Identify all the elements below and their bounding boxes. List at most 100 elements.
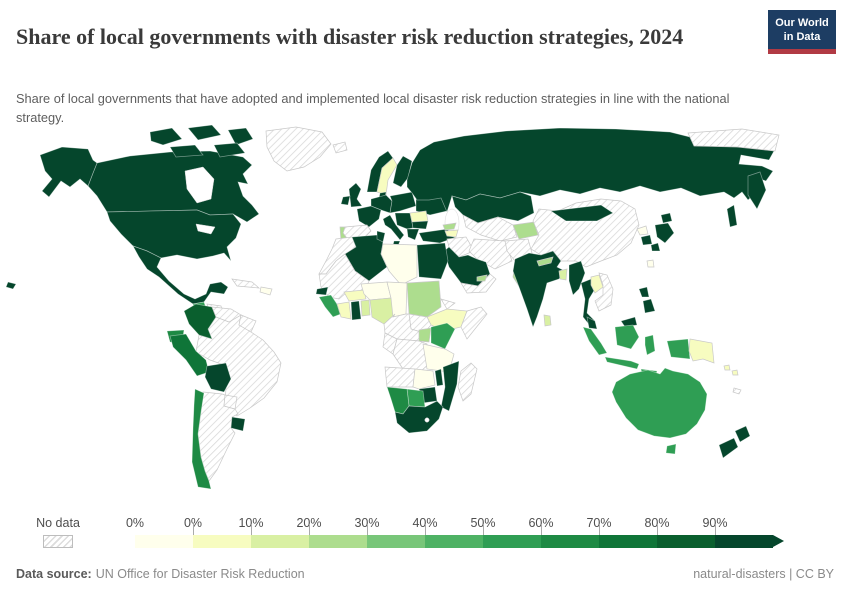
country-nepal[interactable] — [536, 256, 554, 267]
country-philippines-south[interactable] — [642, 298, 656, 314]
country-arctic-islands[interactable] — [687, 128, 780, 152]
country-kamchatka[interactable] — [747, 171, 767, 210]
country-russia[interactable] — [406, 127, 775, 214]
country-new-caledonia[interactable] — [732, 387, 742, 395]
country-mongolia[interactable] — [550, 204, 614, 222]
country-saudi-arabia[interactable] — [443, 246, 491, 287]
country-indonesia-java[interactable] — [604, 356, 640, 370]
country-canada-island[interactable] — [213, 142, 246, 158]
country-uganda[interactable] — [418, 327, 432, 343]
country-philippines[interactable] — [638, 286, 650, 298]
legend-bin[interactable] — [424, 524, 483, 548]
legend-bin[interactable] — [598, 524, 657, 548]
legend-bin[interactable] — [540, 524, 599, 548]
country-vietnam-cambodia[interactable] — [594, 272, 614, 312]
country-north-korea[interactable] — [636, 225, 649, 236]
country-solomon-islands-2[interactable] — [731, 369, 739, 376]
country-yemen-oman[interactable] — [460, 273, 497, 294]
country-japan-honshu[interactable] — [654, 222, 675, 244]
country-indonesia-sulawesi[interactable] — [644, 334, 656, 356]
country-colombia[interactable] — [183, 303, 217, 340]
country-armenia-azerbaijan[interactable] — [444, 229, 459, 238]
country-united-states[interactable] — [106, 209, 242, 262]
country-greenland[interactable] — [265, 126, 332, 172]
country-poland-baltics[interactable] — [389, 191, 417, 214]
country-indonesia-sumatra[interactable] — [582, 326, 608, 356]
country-canada-island[interactable] — [187, 125, 222, 141]
country-madagascar[interactable] — [457, 362, 478, 402]
country-japan-hokkaido[interactable] — [660, 212, 673, 224]
country-botswana[interactable] — [406, 388, 426, 408]
legend-bin[interactable] — [192, 524, 251, 548]
country-italy[interactable] — [382, 214, 405, 241]
country-malawi[interactable] — [434, 368, 444, 387]
country-united-kingdom[interactable] — [348, 182, 363, 208]
country-malaysia[interactable] — [586, 316, 598, 330]
legend-bin[interactable] — [714, 524, 773, 548]
country-papua-new-guinea[interactable] — [688, 338, 715, 364]
country-sudan[interactable] — [406, 280, 442, 318]
country-laos[interactable] — [590, 274, 604, 294]
legend-bin[interactable] — [135, 535, 193, 548]
country-venezuela[interactable] — [211, 306, 242, 323]
country-syria-iraq[interactable] — [446, 236, 475, 258]
country-cuba[interactable] — [231, 278, 261, 289]
country-bolivia[interactable] — [204, 362, 232, 393]
country-iceland[interactable] — [332, 141, 348, 154]
country-zambia[interactable] — [412, 368, 436, 390]
country-bangladesh[interactable] — [558, 268, 568, 281]
country-togo-benin[interactable] — [360, 299, 371, 317]
owid-logo[interactable]: Our World in Data — [768, 10, 836, 54]
country-romania[interactable] — [409, 210, 429, 223]
license-link[interactable]: natural-disasters | CC BY — [693, 567, 834, 581]
country-canada-island[interactable] — [169, 144, 204, 158]
country-solomon-islands[interactable] — [723, 364, 731, 371]
country-eritrea-djibouti[interactable] — [440, 298, 456, 310]
country-south-korea[interactable] — [640, 234, 653, 246]
country-france[interactable] — [356, 205, 382, 228]
country-sakhalin[interactable] — [726, 204, 738, 228]
country-australia[interactable] — [611, 367, 708, 439]
country-mozambique[interactable] — [440, 360, 460, 412]
country-bulgaria[interactable] — [411, 220, 429, 230]
country-japan-kyushu[interactable] — [650, 242, 661, 252]
country-georgia[interactable] — [442, 222, 457, 231]
country-new-zealand-south[interactable] — [718, 437, 739, 459]
country-malaysia-borneo[interactable] — [620, 316, 638, 328]
country-paraguay[interactable] — [223, 394, 238, 410]
country-cote-divoire[interactable] — [336, 301, 352, 320]
country-taiwan[interactable] — [646, 259, 655, 268]
country-uae[interactable] — [476, 274, 488, 282]
country-alaska[interactable] — [39, 146, 98, 198]
legend-bin[interactable] — [308, 524, 367, 548]
country-finland[interactable] — [392, 155, 413, 188]
legend-bin[interactable] — [250, 524, 309, 548]
country-tasmania[interactable] — [665, 443, 677, 455]
country-kyrgyzstan-tajikistan[interactable] — [512, 221, 539, 240]
country-burkina-faso[interactable] — [343, 289, 367, 302]
country-egypt[interactable] — [416, 242, 449, 280]
country-hawaii[interactable] — [5, 281, 17, 290]
country-kenya[interactable] — [430, 322, 456, 350]
country-india[interactable] — [512, 250, 566, 329]
country-myanmar[interactable] — [568, 260, 586, 296]
country-hispaniola[interactable] — [259, 286, 273, 296]
legend-bin[interactable] — [482, 524, 541, 548]
country-canada-island[interactable] — [149, 127, 183, 146]
country-tanzania[interactable] — [422, 343, 455, 373]
country-somalia[interactable] — [460, 306, 488, 340]
country-mexico[interactable] — [132, 245, 229, 305]
country-dr-congo[interactable] — [392, 338, 430, 372]
country-south-africa[interactable] — [394, 400, 444, 434]
legend-bin[interactable] — [366, 524, 425, 548]
country-guyanas[interactable] — [238, 314, 257, 333]
country-uzbekistan-turkmenistan[interactable] — [462, 214, 518, 242]
legend-bin[interactable] — [656, 524, 715, 548]
country-new-zealand-north[interactable] — [734, 425, 751, 443]
legend-no-data-swatch[interactable] — [43, 535, 73, 548]
country-ghana[interactable] — [350, 300, 362, 321]
country-sri-lanka[interactable] — [543, 314, 552, 327]
country-greece[interactable] — [406, 228, 420, 241]
country-tunisia[interactable] — [376, 230, 386, 243]
country-libya[interactable] — [380, 243, 418, 286]
